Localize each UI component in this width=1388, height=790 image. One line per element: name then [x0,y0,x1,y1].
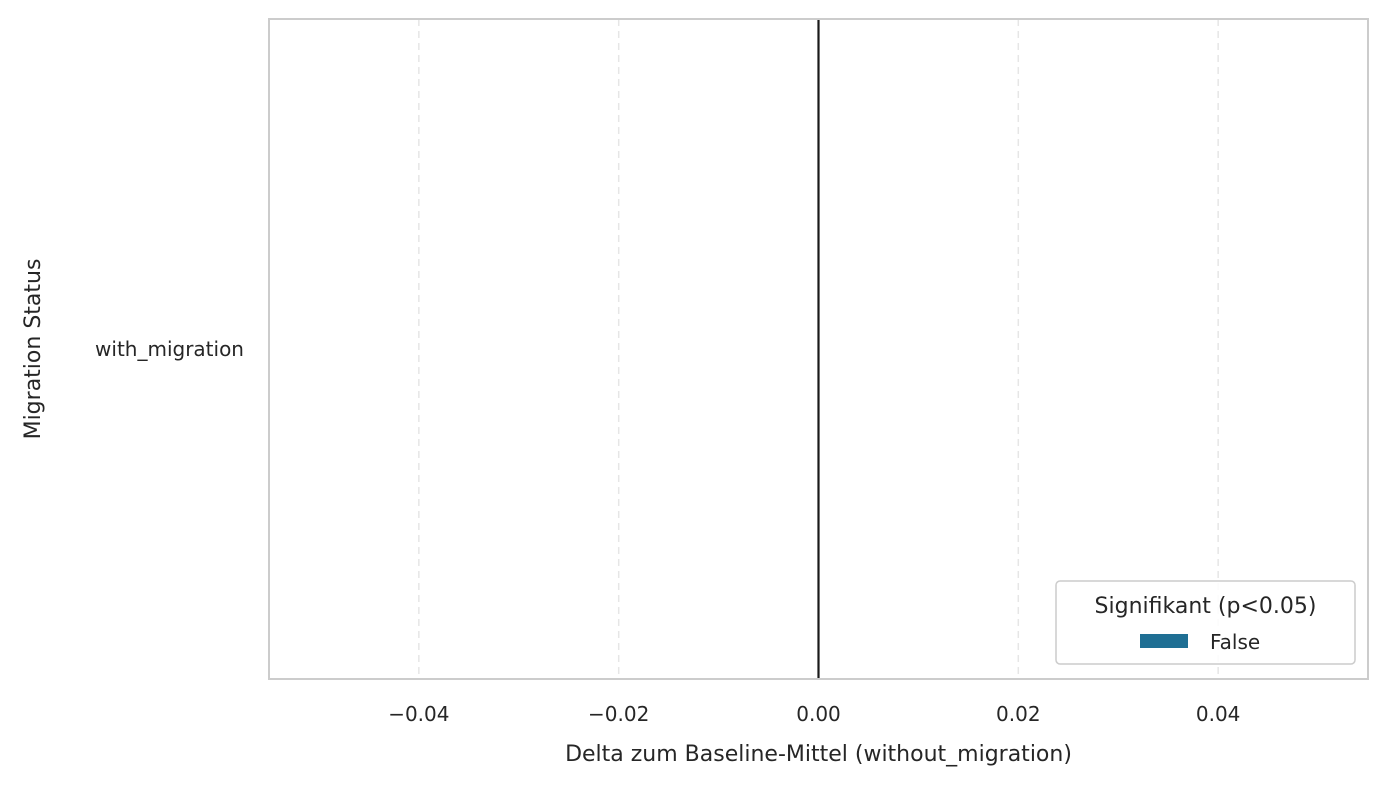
legend: Signifikant (p<0.05) False [1055,580,1356,665]
legend-swatch-0 [1140,634,1188,648]
plot-frame [268,18,1369,680]
y-axis-label: Migration Status [21,259,46,440]
legend-entry-label-0: False [1210,630,1260,654]
y-axis-categories: with_migration [95,337,244,361]
x-tick-label-0: −0.04 [388,702,449,726]
x-tick-label-3: 0.02 [996,702,1041,726]
x-axis-label: Delta zum Baseline-Mittel (without_migra… [565,742,1072,767]
x-tick-label-4: 0.04 [1196,702,1241,726]
x-tick-label-2: 0.00 [796,702,841,726]
legend-box [1055,580,1356,665]
x-tick-label-1: −0.02 [588,702,649,726]
x-axis-ticks: −0.04 −0.02 0.00 0.02 0.04 [388,702,1240,726]
y-category-label-0: with_migration [95,337,244,361]
legend-title: Signifikant (p<0.05) [1095,594,1317,619]
legend-entries: False [1140,630,1260,654]
